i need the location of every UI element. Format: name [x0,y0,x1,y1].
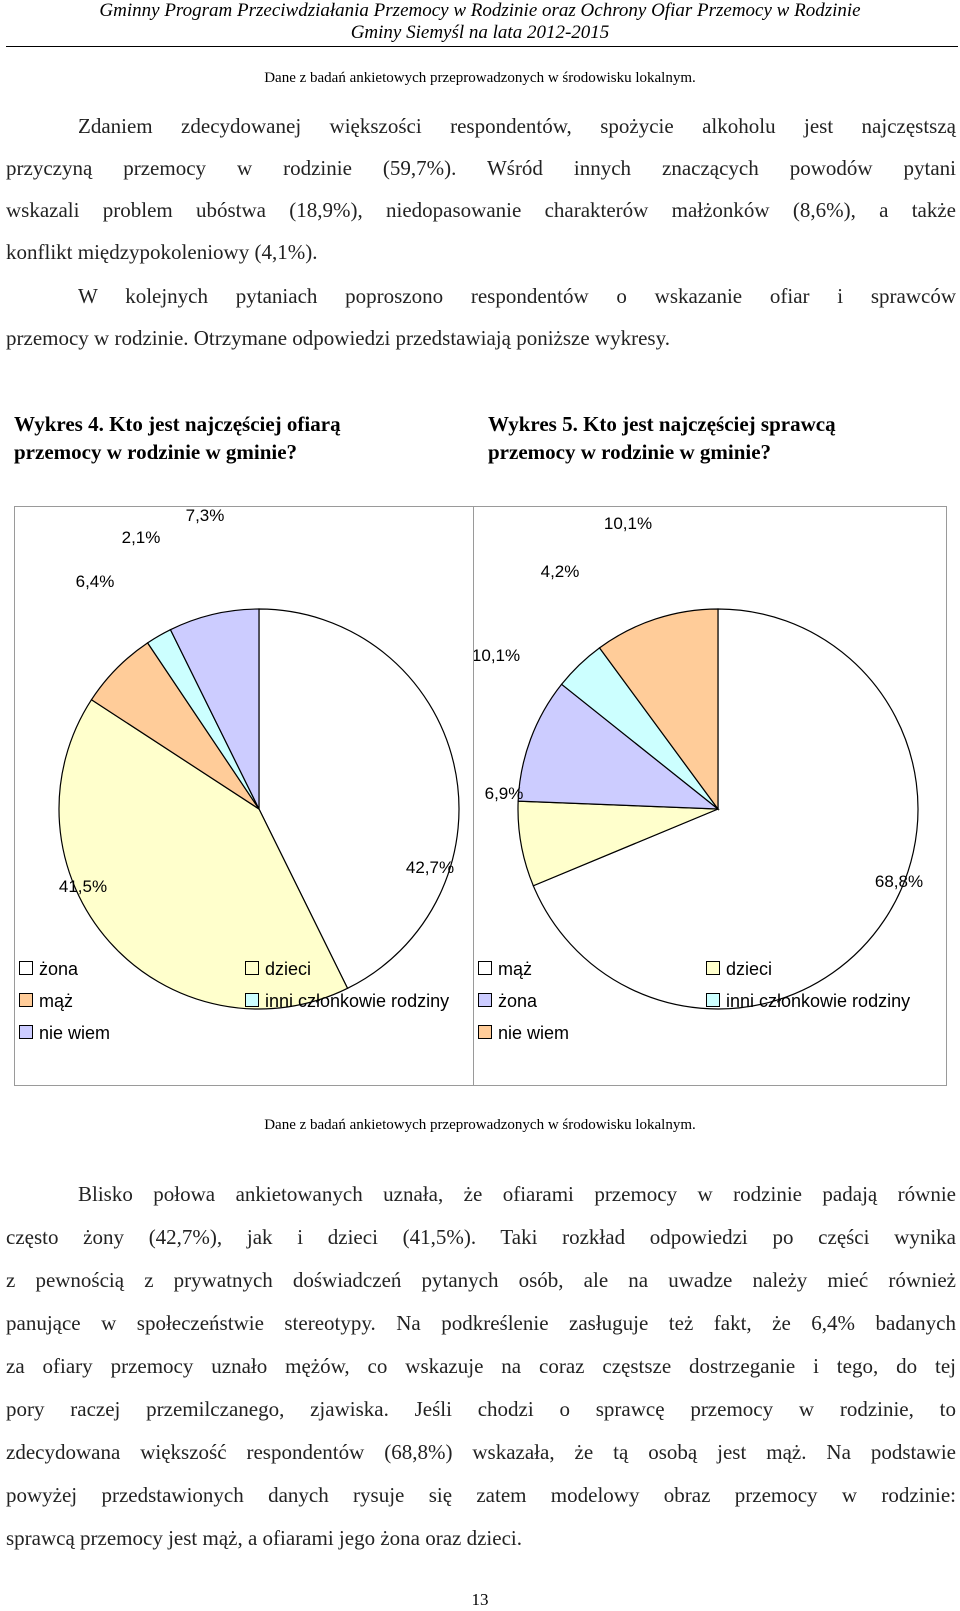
chart-5-legend-item: mąż [478,959,532,980]
chart-5-slice-4 [598,608,719,811]
legend-swatch [478,993,492,1007]
para2-line-1: W kolejnych pytaniach poproszono respond… [78,284,956,308]
legend-swatch [706,993,720,1007]
legend-swatch [706,961,720,975]
para1-line-4: konflikt międzypokoleniowy (4,1%). [6,240,318,264]
chart-5-title: Wykres 5. Kto jest najczęściej sprawcą p… [488,410,836,466]
chart-5-slice-0 [532,608,919,1010]
chart-5-legend-item: dzieci [706,959,772,980]
chart-5-slice-2 [517,683,720,810]
chart-5-data-label-3: 4,2% [541,562,580,581]
para3-line-2: często żony (42,7%), jak i dzieci (41,5%… [6,1225,956,1249]
chart-5-title-line-1: Wykres 5. Kto jest najczęściej sprawcą [488,412,836,436]
chart-4-legend-item: żona [19,959,78,980]
chart-4-data-label-1: 41,5% [59,877,107,896]
chart-5-svg: 68,8% 6,9% 10,1% 4,2% 10,1% [474,514,923,1010]
chart-5-data-label-4: 10,1% [604,514,652,533]
para2-line-2: przemocy w rodzinie. Otrzymane odpowiedz… [6,326,670,350]
chart-4-data-label-0: 42,7% [406,858,454,877]
legend-label: nie wiem [39,1023,111,1043]
legend-label: dzieci [726,959,773,979]
legend-swatch [19,993,33,1007]
legend-label: dzieci [265,959,312,979]
chart-5-data-label-2: 10,1% [474,646,520,665]
legend-swatch [245,961,259,975]
chart-5-legend: mąż dzieci żona inni członkowie rodziny … [478,959,942,1079]
chart-5-title-line-2: przemocy w rodzinie w gminie? [488,440,772,464]
source-caption-bottom: Dane z badań ankietowych przeprowadzonyc… [264,1117,696,1133]
chart-4-title-line-1: Wykres 4. Kto jest najczęściej ofiarą [14,412,341,436]
chart-5-legend-item: nie wiem [478,1023,569,1044]
header-line-2: Gminy Siemyśl na lata 2012-2015 [350,22,610,43]
para3-line-8: powyżej przedstawionych danych rysuje si… [6,1483,956,1507]
chart-5-pie: 68,8% 6,9% 10,1% 4,2% 10,1% mąż dzieci żona … [473,506,947,1086]
legend-swatch [19,961,33,975]
para1-line-1: Zdaniem zdecydowanej większości responde… [78,114,956,138]
chart-4-title-line-2: przemocy w rodzinie w gminie? [14,440,298,464]
chart-4-data-label-3: 2,1% [122,528,161,547]
legend-swatch [245,993,259,1007]
legend-swatch [478,1025,492,1039]
legend-swatch [19,1025,33,1039]
source-caption-top: Dane z badań ankietowych przeprowadzonyc… [264,70,696,86]
para3-line-4: panujące w społeczeństwie stereotypy. Na… [6,1311,956,1335]
chart-4-legend-item: nie wiem [19,1023,110,1044]
running-header: Gminny Program Przeciwdziałania Przemocy… [0,0,960,44]
page-number: 13 [471,1590,489,1609]
legend-swatch [478,961,492,975]
chart-4-svg: 42,7% 41,5% 6,4% 2,1% 7,3% [58,507,460,1010]
chart-4-slice-1 [58,698,349,1010]
chart-5-data-label-1: 6,9% [485,784,524,803]
para1-line-2: przyczyną przemocy w rodzinie (59,7%). W… [6,156,956,180]
chart-4-pie: 42,7% 41,5% 6,4% 2,1% 7,3% żona dzieci mąż i… [14,506,474,1086]
chart-4-data-label-2: 6,4% [76,572,115,591]
chart-4-legend-item: mąż [19,991,73,1012]
chart-5-legend-item: inni członkowie rodziny [706,991,910,1012]
para3-line-6: pory raczej przemilczanego, zjawiska. Je… [6,1397,956,1421]
para3-line-1: Blisko połowa ankietowanych uznała, że o… [78,1182,956,1206]
chart-4-legend-item: inni członkowie rodziny [245,991,449,1012]
legend-label: inni członkowie rodziny [265,991,450,1011]
chart-4-data-label-4: 7,3% [186,507,225,525]
para3-line-3: z pewnością z prywatnych doświadczeń pyt… [6,1268,956,1292]
chart-4-slice-4 [169,608,260,810]
legend-label: mąż [498,959,533,979]
header-line-1: Gminny Program Przeciwdziałania Przemocy… [99,0,861,21]
chart-5-legend-item: żona [478,991,537,1012]
legend-label: mąż [39,991,74,1011]
chart-4-legend: żona dzieci mąż inni członkowie rodziny … [19,959,469,1079]
chart-4-slice-0 [258,608,460,990]
para3-line-7: zdecydowana większość respondentów (68,8… [6,1440,956,1464]
chart-4-title: Wykres 4. Kto jest najczęściej ofiarą pr… [14,410,341,466]
para1-line-3: wskazali problem ubóstwa (18,9%), niedop… [6,198,956,222]
para3-line-5: za ofiary przemocy uznało mężów, co wska… [6,1354,956,1378]
legend-label: nie wiem [498,1023,570,1043]
para3-line-9: sprawcą przemocy jest mąż, a ofiarami je… [6,1526,522,1550]
chart-4-legend-item: dzieci [245,959,311,980]
legend-label: inni członkowie rodziny [726,991,911,1011]
legend-label: żona [498,991,538,1011]
chart-5-data-label-0: 68,8% [875,872,923,891]
legend-label: żona [39,959,79,979]
header-rule [6,46,958,47]
